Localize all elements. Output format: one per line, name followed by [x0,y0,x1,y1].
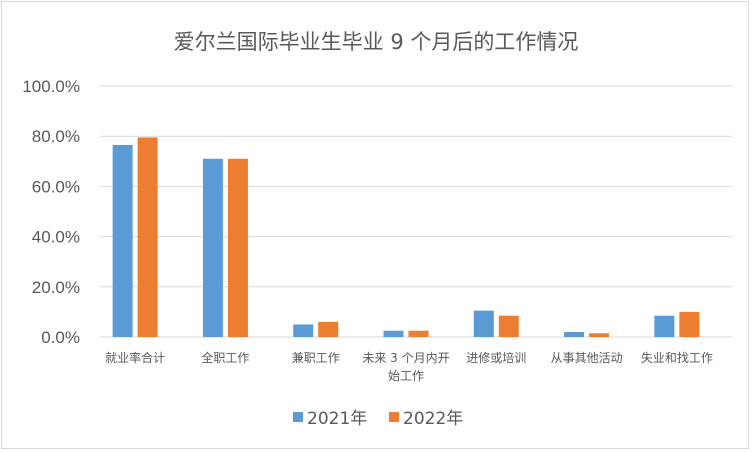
y-tick-label: 0.0% [41,328,80,347]
legend: 2021年 2022年 [293,409,463,429]
bar-2021年-2 [293,324,314,337]
bar-2022年-4 [498,315,519,337]
bar-2022年-2 [318,321,339,337]
x-tick-label: 未来 3 个月内开 [362,351,449,365]
legend-label: 2021年 [307,409,367,429]
bar-2022年-0 [137,137,158,337]
bar-2022年-6 [679,311,700,337]
x-tick-label: 失业和找工作 [641,350,713,365]
legend-label: 2022年 [403,409,463,429]
bar-2021年-1 [202,158,223,337]
legend-swatch [389,412,399,422]
bar-2021年-5 [564,331,585,337]
x-tick-label: 始工作 [388,369,424,383]
chart-title: 爱尔兰国际毕业生毕业 9 个月后的工作情况 [174,30,579,54]
y-tick-label: 20.0% [32,278,80,297]
x-tick-label: 兼职工作 [292,351,340,365]
bar-2021年-0 [112,144,133,337]
x-tick-label: 从事其他活动 [551,351,623,365]
x-tick-label: 就业率合计 [105,350,165,365]
gridlines [100,85,732,338]
y-tick-label: 80.0% [32,127,80,146]
bar-2021年-3 [383,330,404,337]
y-tick-label: 100.0% [22,77,80,96]
bars [112,137,700,337]
y-tick-label: 40.0% [32,228,80,247]
bar-2022年-1 [227,158,248,337]
bar-2021年-6 [654,315,675,337]
x-tick-label: 进修或培训 [466,350,526,365]
bar-2022年-5 [589,333,610,337]
bar-2021年-4 [473,310,494,337]
legend-swatch [293,412,303,422]
y-tick-label: 60.0% [32,177,80,196]
bar-2022年-3 [408,330,429,337]
x-tick-label: 全职工作 [201,350,249,365]
y-axis: 0.0% 20.0% 40.0% 60.0% 80.0% 100.0% [22,77,80,347]
